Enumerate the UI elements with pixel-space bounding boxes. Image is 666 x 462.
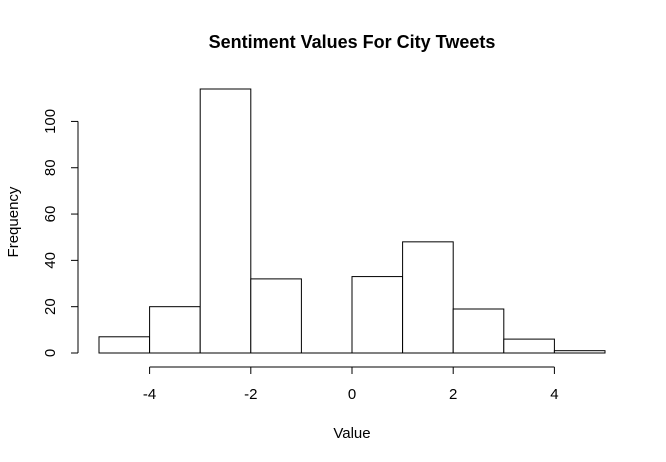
y-tick-label: 60 xyxy=(42,206,59,223)
y-tick-label: 20 xyxy=(42,298,59,315)
y-axis-label: Frequency xyxy=(5,186,22,257)
x-tick-label: -2 xyxy=(244,386,257,403)
histogram-bar xyxy=(149,306,201,354)
x-tick-label: 0 xyxy=(348,386,356,403)
histogram-bar xyxy=(199,88,252,354)
x-tick-label: 4 xyxy=(550,386,558,403)
y-tick-label: 100 xyxy=(42,109,59,134)
x-tick-label: -4 xyxy=(143,386,156,403)
histogram-bar xyxy=(250,278,302,354)
x-tick-label: 2 xyxy=(449,386,457,403)
y-tick-label: 80 xyxy=(42,159,59,176)
histogram-bar xyxy=(503,338,555,354)
y-axis: 0 20 40 60 80 100 xyxy=(42,109,79,357)
y-tick-label: 40 xyxy=(42,252,59,269)
x-axis: -4 -2 0 2 4 xyxy=(143,366,559,403)
histogram-bar xyxy=(351,276,404,354)
histogram-bar xyxy=(98,336,151,354)
histogram-bar xyxy=(553,350,606,354)
bars-group xyxy=(98,88,606,354)
x-axis-label: Value xyxy=(333,425,370,442)
histogram-bar xyxy=(452,308,505,354)
histogram-bar xyxy=(402,241,454,354)
y-tick-label: 0 xyxy=(42,349,59,357)
chart-title: Sentiment Values For City Tweets xyxy=(209,32,496,52)
